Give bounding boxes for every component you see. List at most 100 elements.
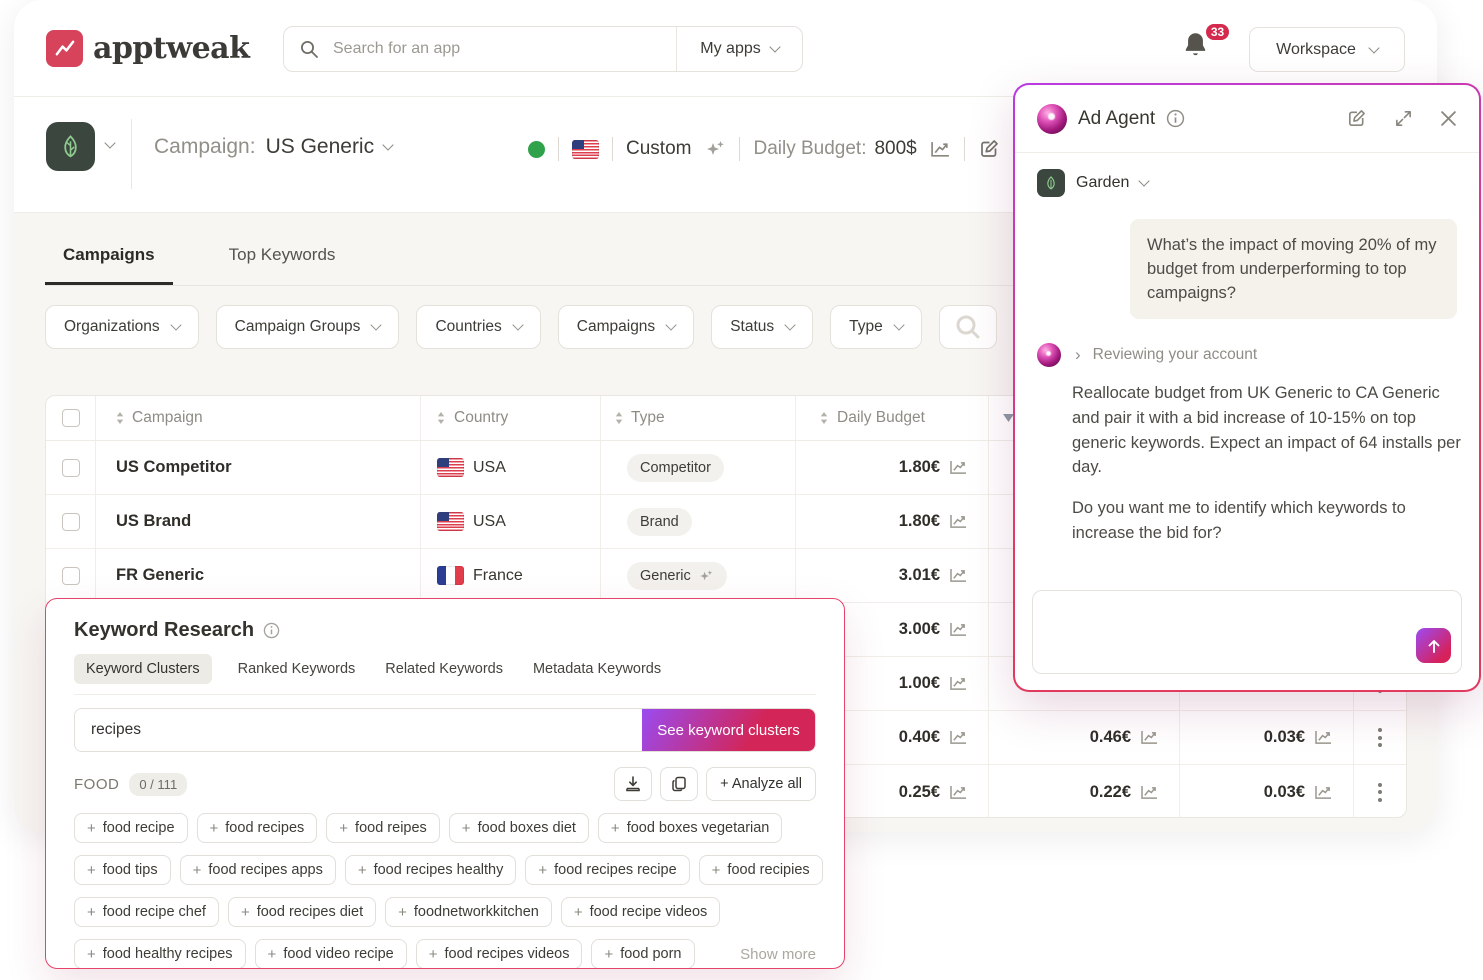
- filters-bar: Organizations Campaign Groups Countries …: [45, 305, 997, 349]
- keyword-query-input[interactable]: [75, 709, 642, 751]
- analyze-all-button[interactable]: + Analyze all: [706, 767, 816, 801]
- tab-campaigns[interactable]: Campaigns: [45, 225, 173, 285]
- filter-label: Countries: [435, 318, 502, 335]
- row-menu-button[interactable]: [1372, 722, 1388, 753]
- keyword-chip[interactable]: food recipes: [196, 813, 318, 843]
- main-tabs: Campaigns Top Keywords: [45, 225, 1437, 286]
- type-label: Competitor: [640, 459, 711, 476]
- keyword-chip-row: food tips food recipes apps food recipes…: [74, 855, 823, 885]
- my-apps-dropdown[interactable]: My apps: [676, 27, 802, 71]
- keyword-chip[interactable]: food reipes: [326, 813, 440, 843]
- daily-budget-cell: 3.01€: [898, 566, 940, 584]
- row-menu-button[interactable]: [1372, 777, 1388, 808]
- keyword-chip[interactable]: food video recipe: [254, 939, 407, 968]
- keyword-chip[interactable]: food recipies: [698, 855, 823, 885]
- keyword-chip[interactable]: food boxes diet: [448, 813, 589, 843]
- row-checkbox[interactable]: [61, 566, 80, 585]
- column-header-country[interactable]: Country: [421, 396, 601, 440]
- show-more-link[interactable]: Show more: [740, 945, 816, 963]
- app-switcher-chevron-icon[interactable]: [104, 137, 116, 149]
- campaign-selector[interactable]: Campaign: US Generic: [154, 135, 394, 159]
- sort-icon: [820, 412, 828, 424]
- keyword-chip[interactable]: foodnetworkkitchen: [385, 897, 552, 927]
- trend-icon[interactable]: [1314, 730, 1333, 745]
- table-row[interactable]: US Competitor USA Competitor 1.80€: [46, 441, 1406, 495]
- app-icon-garden[interactable]: [46, 122, 95, 171]
- sparkles-icon: [704, 139, 726, 159]
- trend-icon[interactable]: [949, 460, 968, 475]
- keyword-chip[interactable]: food recipes videos: [415, 939, 583, 968]
- send-button[interactable]: [1416, 628, 1451, 663]
- trend-icon[interactable]: [949, 730, 968, 745]
- sparkles-icon: [700, 569, 712, 580]
- agent-message-input[interactable]: [1033, 591, 1461, 673]
- daily-budget-cell: 0.25€: [898, 782, 940, 801]
- apptweak-logo[interactable]: apptweak: [46, 30, 250, 67]
- budget-trend-icon[interactable]: [930, 141, 951, 158]
- keyword-chip[interactable]: food porn: [591, 939, 695, 968]
- keyword-chip[interactable]: food recipes healthy: [344, 855, 517, 885]
- row-checkbox[interactable]: [61, 512, 80, 531]
- column-header-daily-budget[interactable]: Daily Budget: [796, 396, 989, 440]
- keyword-chip[interactable]: food recipe chef: [74, 897, 219, 927]
- notification-count-badge: 33: [1204, 22, 1231, 42]
- filter-label: Campaigns: [576, 318, 656, 335]
- agent-app-selector[interactable]: Garden: [1037, 169, 1457, 197]
- trend-icon[interactable]: [949, 568, 968, 583]
- arrow-up-icon: [1428, 639, 1439, 653]
- filter-campaigns[interactable]: Campaigns: [557, 305, 695, 349]
- trend-icon[interactable]: [1140, 730, 1159, 745]
- workspace-dropdown[interactable]: Workspace: [1249, 27, 1405, 72]
- close-icon[interactable]: [1440, 110, 1457, 127]
- keyword-chip[interactable]: food tips: [74, 855, 171, 885]
- table-search-button[interactable]: [938, 305, 997, 349]
- filter-type[interactable]: Type: [830, 305, 922, 349]
- notifications-button[interactable]: 33: [1182, 22, 1231, 70]
- search-input[interactable]: [331, 39, 660, 59]
- type-badge: Generic: [627, 561, 727, 590]
- trend-icon[interactable]: [1314, 785, 1333, 800]
- new-chat-icon[interactable]: [1346, 108, 1367, 129]
- tab-related-keywords[interactable]: Related Keywords: [385, 661, 503, 677]
- keyword-chip[interactable]: food healthy recipes: [74, 939, 246, 968]
- column-header-campaign[interactable]: Campaign: [96, 396, 421, 440]
- select-all-checkbox[interactable]: [61, 409, 80, 427]
- type-badge: Competitor: [627, 453, 724, 482]
- edit-campaign-icon[interactable]: [978, 138, 1000, 160]
- sort-icon: [615, 412, 623, 424]
- filter-countries[interactable]: Countries: [416, 305, 541, 349]
- trend-icon[interactable]: [949, 514, 968, 529]
- chevron-down-icon: [893, 319, 905, 331]
- trend-icon[interactable]: [1140, 785, 1159, 800]
- filter-status[interactable]: Status: [711, 305, 814, 349]
- agent-status-row[interactable]: › Reviewing your account: [1037, 343, 1457, 368]
- trend-icon[interactable]: [949, 785, 968, 800]
- filter-campaign-groups[interactable]: Campaign Groups: [215, 305, 400, 349]
- tab-ranked-keywords[interactable]: Ranked Keywords: [237, 661, 356, 677]
- country-cell: France: [473, 566, 523, 584]
- keyword-chip[interactable]: food recipe videos: [560, 897, 721, 927]
- info-icon[interactable]: [1166, 109, 1185, 128]
- download-button[interactable]: [614, 767, 653, 801]
- filter-organizations[interactable]: Organizations: [45, 305, 199, 349]
- see-keyword-clusters-button[interactable]: See keyword clusters: [642, 709, 815, 751]
- tab-keyword-clusters[interactable]: Keyword Clusters: [74, 654, 212, 684]
- copy-button[interactable]: [660, 767, 699, 801]
- app-search[interactable]: [284, 27, 676, 71]
- column-header-type[interactable]: Type: [601, 396, 796, 440]
- keyword-chip[interactable]: food recipes diet: [227, 897, 377, 927]
- info-icon[interactable]: [263, 622, 280, 639]
- tab-top-keywords[interactable]: Top Keywords: [211, 225, 354, 285]
- campaign-label: Campaign:: [154, 135, 256, 158]
- expand-icon[interactable]: [1394, 109, 1413, 128]
- keyword-chip[interactable]: food recipes apps: [179, 855, 336, 885]
- row-checkbox[interactable]: [61, 458, 80, 477]
- table-row[interactable]: US Brand USA Brand 1.80€: [46, 495, 1406, 549]
- keyword-chip[interactable]: food boxes vegetarian: [597, 813, 783, 843]
- tab-metadata-keywords[interactable]: Metadata Keywords: [532, 661, 662, 677]
- trend-icon[interactable]: [949, 622, 968, 637]
- keyword-chip[interactable]: food recipe: [74, 813, 188, 843]
- trend-icon[interactable]: [949, 676, 968, 691]
- type-label: Brand: [640, 513, 679, 530]
- keyword-chip[interactable]: food recipes recipe: [525, 855, 690, 885]
